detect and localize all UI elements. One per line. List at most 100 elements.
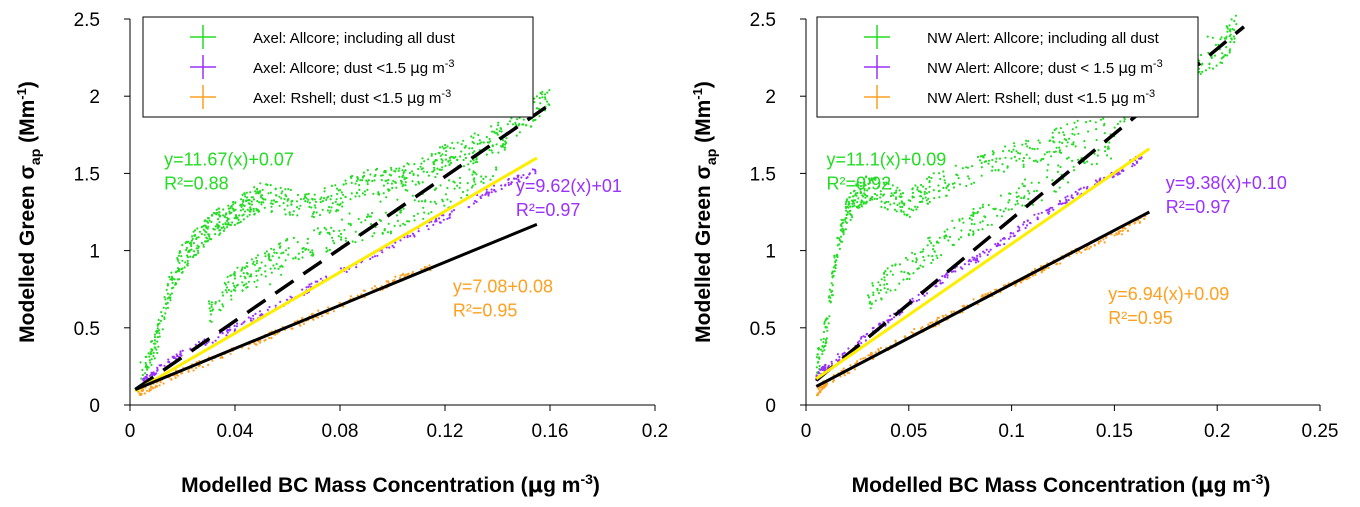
data-point [517,178,520,181]
data-point [818,364,821,368]
data-point [307,198,310,201]
data-point [169,299,172,302]
data-point [915,299,919,302]
data-point [853,204,856,207]
data-point [442,218,445,221]
data-point [922,248,925,251]
data-point [1064,196,1067,199]
data-point [1009,232,1012,235]
data-point [862,184,865,187]
data-point [938,196,941,199]
data-point [196,227,199,230]
data-point [822,341,825,344]
data-point [974,258,977,262]
data-point [235,325,238,328]
data-point [169,278,172,281]
data-point [151,386,154,389]
data-point [245,191,248,194]
data-point [210,301,213,304]
data-point [970,182,973,185]
data-point [522,174,525,177]
data-point [419,165,422,168]
data-point [464,156,467,160]
data-point [229,223,232,227]
data-point [177,267,180,270]
data-point [514,123,518,126]
data-point [543,96,547,99]
data-point [972,258,975,261]
data-point [1077,132,1080,135]
data-point [1051,179,1054,182]
data-point [339,232,343,236]
data-point [1062,131,1065,134]
data-point [1094,179,1097,182]
data-point [849,218,852,221]
data-point [162,382,165,385]
data-point [375,167,379,170]
data-point [140,377,143,380]
data-point [232,273,235,276]
data-point [973,257,976,260]
data-point [245,196,249,199]
data-point [297,258,300,261]
y-tick-label: 1 [89,242,100,263]
data-point [829,300,833,303]
data-point [191,235,194,238]
data-point [487,193,490,196]
data-point [315,211,318,214]
data-point [1121,229,1124,232]
data-point [847,200,850,203]
data-point [848,202,851,205]
data-point [1080,251,1083,254]
data-point [1215,64,1218,67]
data-point [840,225,843,228]
data-point [176,257,179,260]
data-point [921,250,924,253]
data-point [877,292,881,295]
data-point [1008,199,1011,202]
data-point [926,244,929,247]
data-point [264,198,267,201]
data-point [894,288,897,291]
data-point [427,158,430,161]
data-point [443,204,446,207]
data-point [340,236,343,239]
data-point [830,290,833,293]
data-point [1004,156,1007,159]
data-point [908,277,911,281]
data-point [456,158,459,161]
data-point [1027,140,1030,143]
data-point [252,210,255,213]
data-point [1071,128,1074,131]
x-tick-label: 0.1 [998,421,1024,442]
data-point [229,274,233,277]
data-point [890,192,893,195]
data-point [460,150,463,153]
data-point [878,181,881,184]
data-point [192,242,195,245]
data-point [944,275,947,279]
data-point [401,169,404,172]
data-point [191,237,194,241]
data-point [945,187,948,190]
data-point [159,319,162,322]
data-point [1229,40,1232,44]
data-point [846,213,849,216]
data-point [376,254,379,257]
data-point [950,310,953,313]
data-point [1083,140,1086,143]
data-point [398,167,401,170]
data-point [1028,146,1031,149]
data-point [930,176,933,180]
data-point [325,228,328,231]
data-point [256,200,259,203]
data-point [177,259,180,262]
legend: NW Alert: Allcore; including all dustNW … [816,16,1199,118]
data-point [1059,202,1062,205]
data-point [332,239,335,242]
data-point [1204,69,1208,72]
data-point [879,322,882,325]
data-point [371,256,374,259]
data-point [864,339,868,342]
data-point [141,368,144,372]
